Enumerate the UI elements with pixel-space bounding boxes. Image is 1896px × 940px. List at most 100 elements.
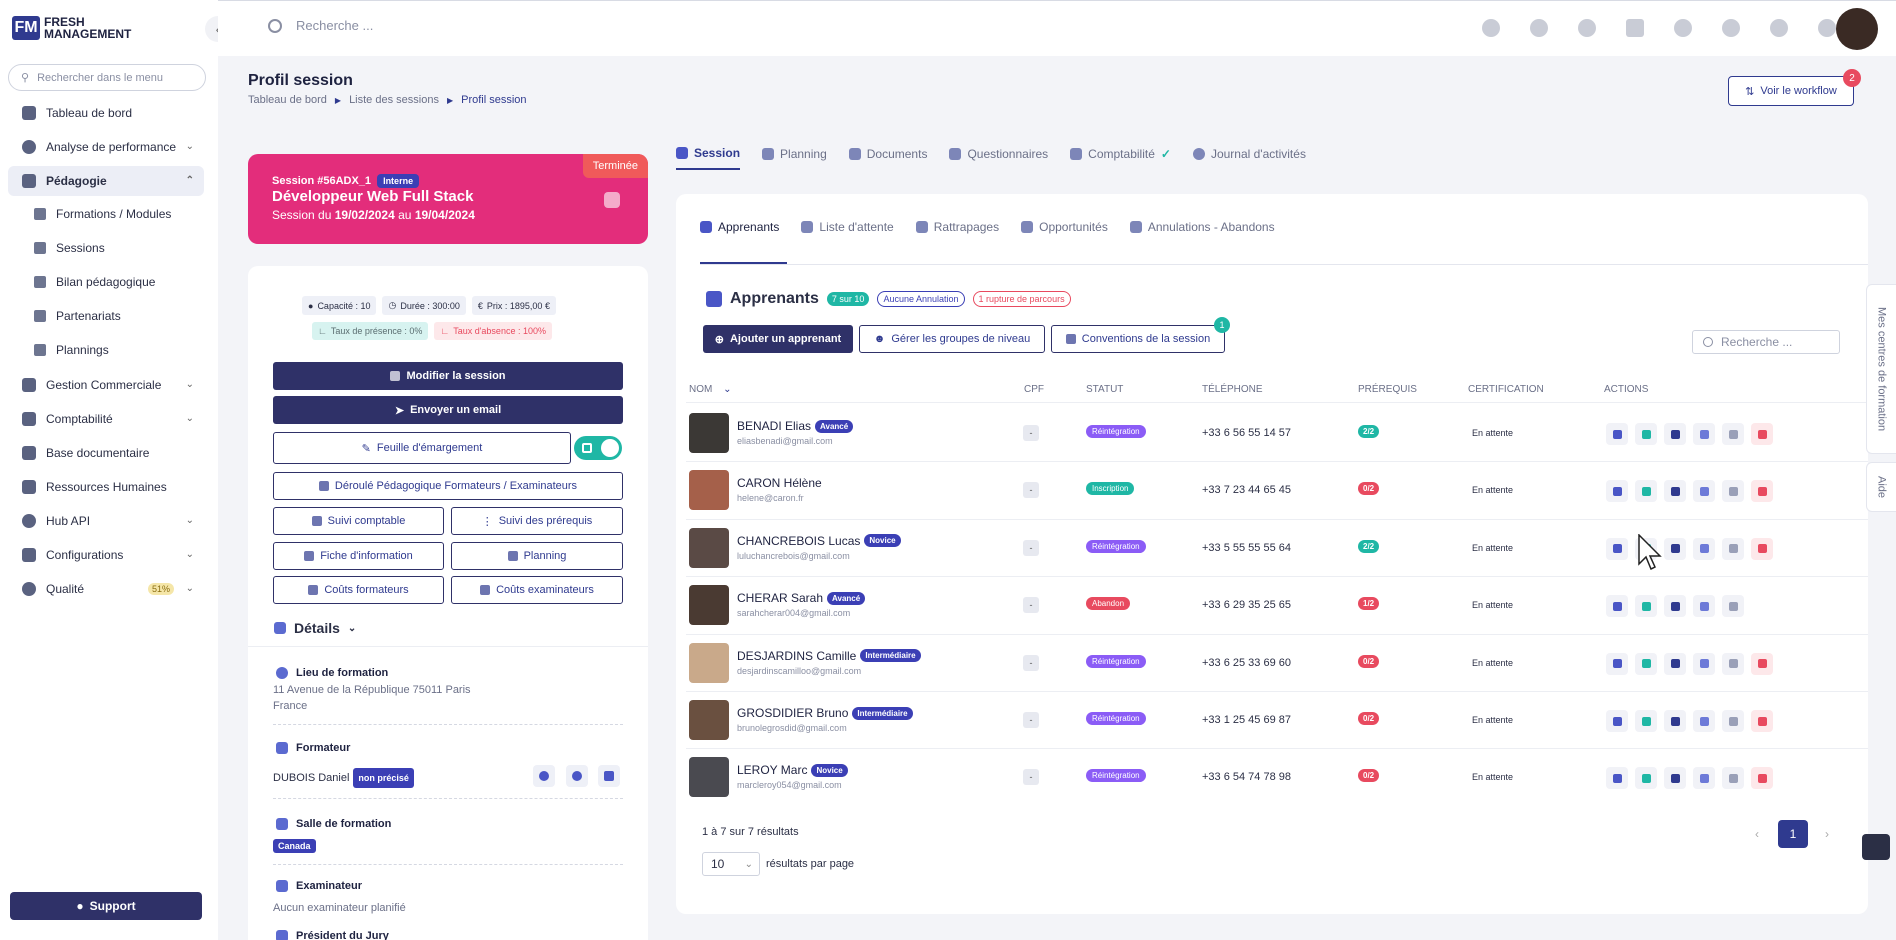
send-action-button[interactable] — [1664, 767, 1686, 790]
send-action-button[interactable] — [1664, 595, 1686, 618]
sidebar-item-qualite[interactable]: Qualité 51% ⌄ — [8, 574, 204, 604]
sidebar-subitem-plannings[interactable]: Plannings — [34, 337, 109, 363]
apprenant-name-text[interactable]: DESJARDINS Camille — [737, 648, 857, 663]
aide-tab[interactable]: Aide — [1866, 462, 1896, 512]
grid-formateur-button[interactable] — [598, 765, 620, 787]
grid-action-button[interactable] — [1693, 480, 1715, 503]
sidebar-search-input[interactable]: ⚲ Rechercher dans le menu — [8, 64, 206, 91]
details-toggle[interactable]: Détails ⌄ — [274, 620, 356, 636]
tab-comptabilite[interactable]: Comptabilité ✓ — [1070, 146, 1171, 170]
theme-icon[interactable] — [1482, 19, 1500, 37]
bell-icon[interactable] — [1578, 19, 1596, 37]
send-action-button[interactable] — [1664, 537, 1686, 560]
send-email-button[interactable]: ➤ Envoyer un email — [273, 396, 623, 424]
sidebar-item-comptabilite[interactable]: Comptabilité ⌄ — [8, 404, 204, 434]
delete-action-button[interactable] — [1751, 710, 1773, 732]
groupes-niveau-button[interactable]: ☻ Gérer les groupes de niveau — [859, 325, 1045, 353]
globe-icon[interactable] — [1530, 19, 1548, 37]
apprenant-name[interactable]: CHANCREBOIS Lucas Novice — [737, 534, 901, 548]
avatar[interactable] — [689, 585, 729, 626]
sidebar-item-analyse[interactable]: Analyse de performance ⌄ — [8, 132, 204, 162]
edit-action-button[interactable] — [1635, 423, 1657, 445]
apprenant-name-text[interactable]: CHANCREBOIS Lucas — [737, 533, 861, 548]
profile-action-button[interactable] — [1606, 767, 1628, 790]
apprenant-name[interactable]: DESJARDINS Camille Intermédiaire — [737, 649, 921, 663]
couts-examinateurs-button[interactable]: Coûts examinateurs — [451, 576, 623, 604]
breadcrumb-item[interactable]: Liste des sessions — [349, 94, 439, 106]
apprenant-name-text[interactable]: CARON Hélène — [737, 476, 822, 491]
edit-action-button[interactable] — [1635, 767, 1657, 790]
send-action-button[interactable] — [1664, 710, 1686, 732]
edit-action-button[interactable] — [1635, 652, 1657, 675]
avatar[interactable] — [689, 470, 729, 511]
chat-icon[interactable] — [1626, 19, 1644, 37]
profile-action-button[interactable] — [1606, 652, 1628, 675]
edit-action-button[interactable] — [1635, 480, 1657, 503]
delete-action-button[interactable] — [1751, 537, 1773, 560]
send-action-button[interactable] — [1664, 480, 1686, 503]
chat-action-button[interactable] — [1722, 710, 1744, 732]
profile-action-button[interactable] — [1606, 710, 1628, 732]
conventions-button[interactable]: Conventions de la session 1 — [1051, 317, 1230, 353]
tab-planning[interactable]: Planning — [762, 146, 827, 170]
deroule-pedagogique-button[interactable]: Déroulé Pédagogique Formateurs / Examina… — [273, 472, 623, 500]
user-formateur-button[interactable] — [566, 765, 588, 787]
apprenant-name[interactable]: CHERAR Sarah Avancé — [737, 591, 866, 606]
avatar[interactable] — [689, 757, 729, 798]
apprenant-name-text[interactable]: LEROY Marc — [737, 763, 808, 778]
refresh-icon[interactable] — [1722, 19, 1740, 37]
sidebar-subitem-partenariats[interactable]: Partenariats — [34, 303, 121, 329]
send-action-button[interactable] — [1664, 423, 1686, 445]
prev-page-button[interactable]: ‹ — [1742, 820, 1772, 848]
grid-action-button[interactable] — [1693, 537, 1715, 560]
tab-questionnaires[interactable]: Questionnaires — [949, 146, 1048, 170]
chat-action-button[interactable] — [1722, 767, 1744, 790]
grid-action-button[interactable] — [1693, 652, 1715, 675]
apprenants-search-input[interactable]: Recherche ... — [1692, 330, 1840, 354]
chat-action-button[interactable] — [1722, 480, 1744, 503]
workflow-button[interactable]: ⇅ Voir le workflow 2 — [1728, 69, 1861, 106]
avatar[interactable] — [689, 642, 729, 683]
sidebar-item-tableau-de-bord[interactable]: Tableau de bord — [8, 98, 204, 128]
apprenant-name-text[interactable]: BENADI Elias — [737, 419, 812, 433]
sidebar-item-gestion-commerciale[interactable]: Gestion Commerciale ⌄ — [8, 370, 204, 400]
avatar[interactable] — [689, 413, 729, 453]
apprenant-name[interactable]: GROSDIDIER Bruno Intermédiaire — [737, 706, 913, 720]
delete-action-button[interactable] — [1751, 423, 1773, 445]
zoom-icon[interactable] — [1818, 19, 1836, 37]
profile-action-button[interactable] — [1606, 537, 1628, 560]
grid-action-button[interactable] — [1693, 423, 1715, 445]
suivi-prerequis-button[interactable]: ⋮ Suivi des prérequis — [451, 507, 623, 535]
edit-formateur-button[interactable] — [533, 765, 555, 787]
apprenant-name[interactable]: BENADI Elias Avancé — [737, 419, 854, 433]
grid-action-button[interactable] — [1693, 595, 1715, 618]
col-nom[interactable]: NOM ⌄ — [689, 384, 732, 395]
couts-formateurs-button[interactable]: Coûts formateurs — [273, 576, 444, 604]
fiche-information-button[interactable]: Fiche d'information — [273, 542, 444, 570]
send-action-button[interactable] — [1664, 652, 1686, 675]
page-button-current[interactable]: 1 — [1778, 820, 1808, 848]
tab-session[interactable]: Session — [676, 146, 741, 170]
chat-action-button[interactable] — [1722, 652, 1744, 675]
apprenant-name-text[interactable]: CHERAR Sarah — [737, 591, 824, 606]
global-search-input[interactable]: Recherche ... — [268, 18, 373, 33]
grid-action-button[interactable] — [1693, 710, 1715, 732]
avatar[interactable] — [689, 527, 729, 568]
sidebar-item-base-documentaire[interactable]: Base documentaire — [8, 438, 204, 468]
delete-action-button[interactable] — [1751, 480, 1773, 503]
delete-action-button[interactable] — [1751, 767, 1773, 790]
floating-action-button[interactable] — [1862, 834, 1890, 860]
subtab-annulations[interactable]: Annulations - Abandons — [1129, 220, 1275, 234]
sidebar-item-rh[interactable]: Ressources Humaines — [8, 472, 204, 502]
per-page-select[interactable]: 10 ⌄ — [702, 852, 760, 876]
feuille-emargement-button[interactable]: ✎ Feuille d'émargement — [273, 432, 571, 464]
avatar[interactable] — [689, 700, 729, 740]
apps-icon[interactable] — [1674, 19, 1692, 37]
apprenant-name-text[interactable]: GROSDIDIER Bruno — [737, 706, 849, 720]
profile-action-button[interactable] — [1606, 595, 1628, 618]
tab-journal[interactable]: Journal d'activités — [1192, 146, 1306, 170]
lock-toggle[interactable] — [574, 436, 622, 460]
grid-action-button[interactable] — [1693, 767, 1715, 790]
subtab-apprenants[interactable]: Apprenants — [700, 220, 779, 234]
profile-action-button[interactable] — [1606, 423, 1628, 445]
